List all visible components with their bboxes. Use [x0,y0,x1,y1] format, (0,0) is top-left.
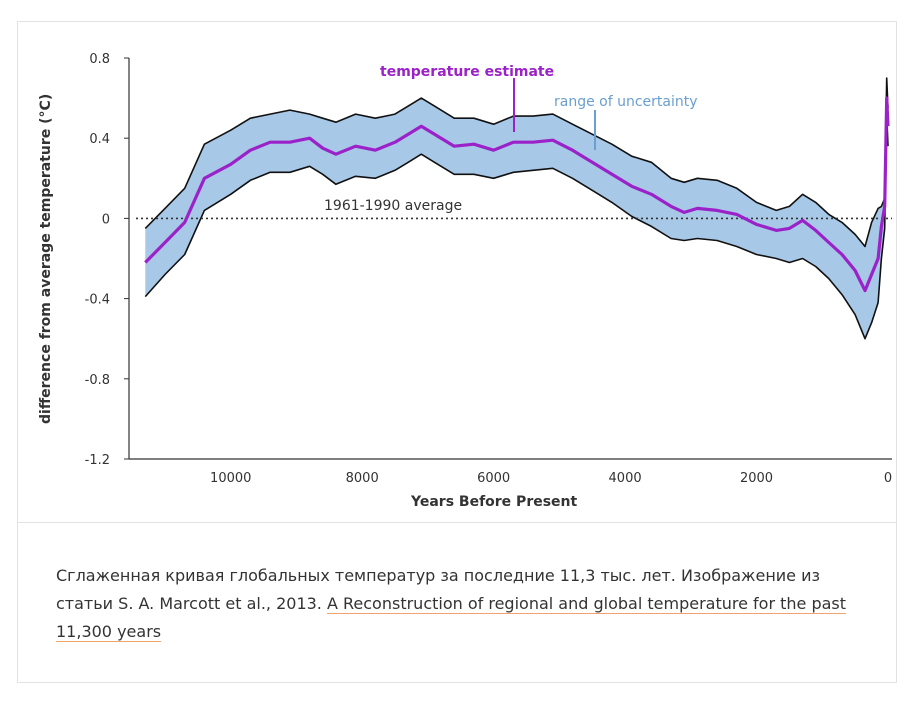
x-tick-label: 0 [884,471,892,486]
figure-caption: Сглаженная кривая глобальных температур … [56,562,866,646]
uncertainty-band [145,78,889,339]
chart-figure: 0.8 0.4 0 -0.4 -0.8 -1.2 10000 8000 6000 4000 2000… [18,22,896,523]
figure-card: 0.8 0.4 0 -0.4 -0.8 -1.2 10000 8000 6000 4000 2000… [17,21,897,683]
y-tick-label: -0.4 [85,293,110,308]
article-link[interactable]: A Reconstruction of regional and global … [56,594,847,642]
y-tick-label: -1.2 [85,453,110,468]
uncertainty-label: range of uncertainty [554,94,698,110]
baseline-label: 1961-1990 average [324,198,462,214]
x-axis-title: Years Before Present [410,494,578,510]
uncertainty-lower-edge [144,113,889,340]
y-axis-title: difference from average temperature (°C) [38,94,54,424]
x-tick-label: 6000 [477,471,510,486]
x-tick-label: 4000 [609,471,642,486]
y-tick-label: -0.8 [85,373,110,388]
uncertainty-upper-edge [144,77,889,248]
x-tick-label: 10000 [210,471,251,486]
caption-text: Сглаженная кривая глобальных температур … [56,566,821,613]
x-tick-label: 2000 [740,471,773,486]
y-tick-label: 0.4 [89,132,110,147]
y-tick-label: 0.8 [89,52,110,67]
estimate-label: temperature estimate [380,64,554,80]
y-tick-label: 0 [102,212,110,227]
x-tick-label: 8000 [346,471,379,486]
temperature-estimate-line [144,96,890,293]
temperature-chart: 0.8 0.4 0 -0.4 -0.8 -1.2 10000 8000 6000 4000 2000… [38,52,892,510]
